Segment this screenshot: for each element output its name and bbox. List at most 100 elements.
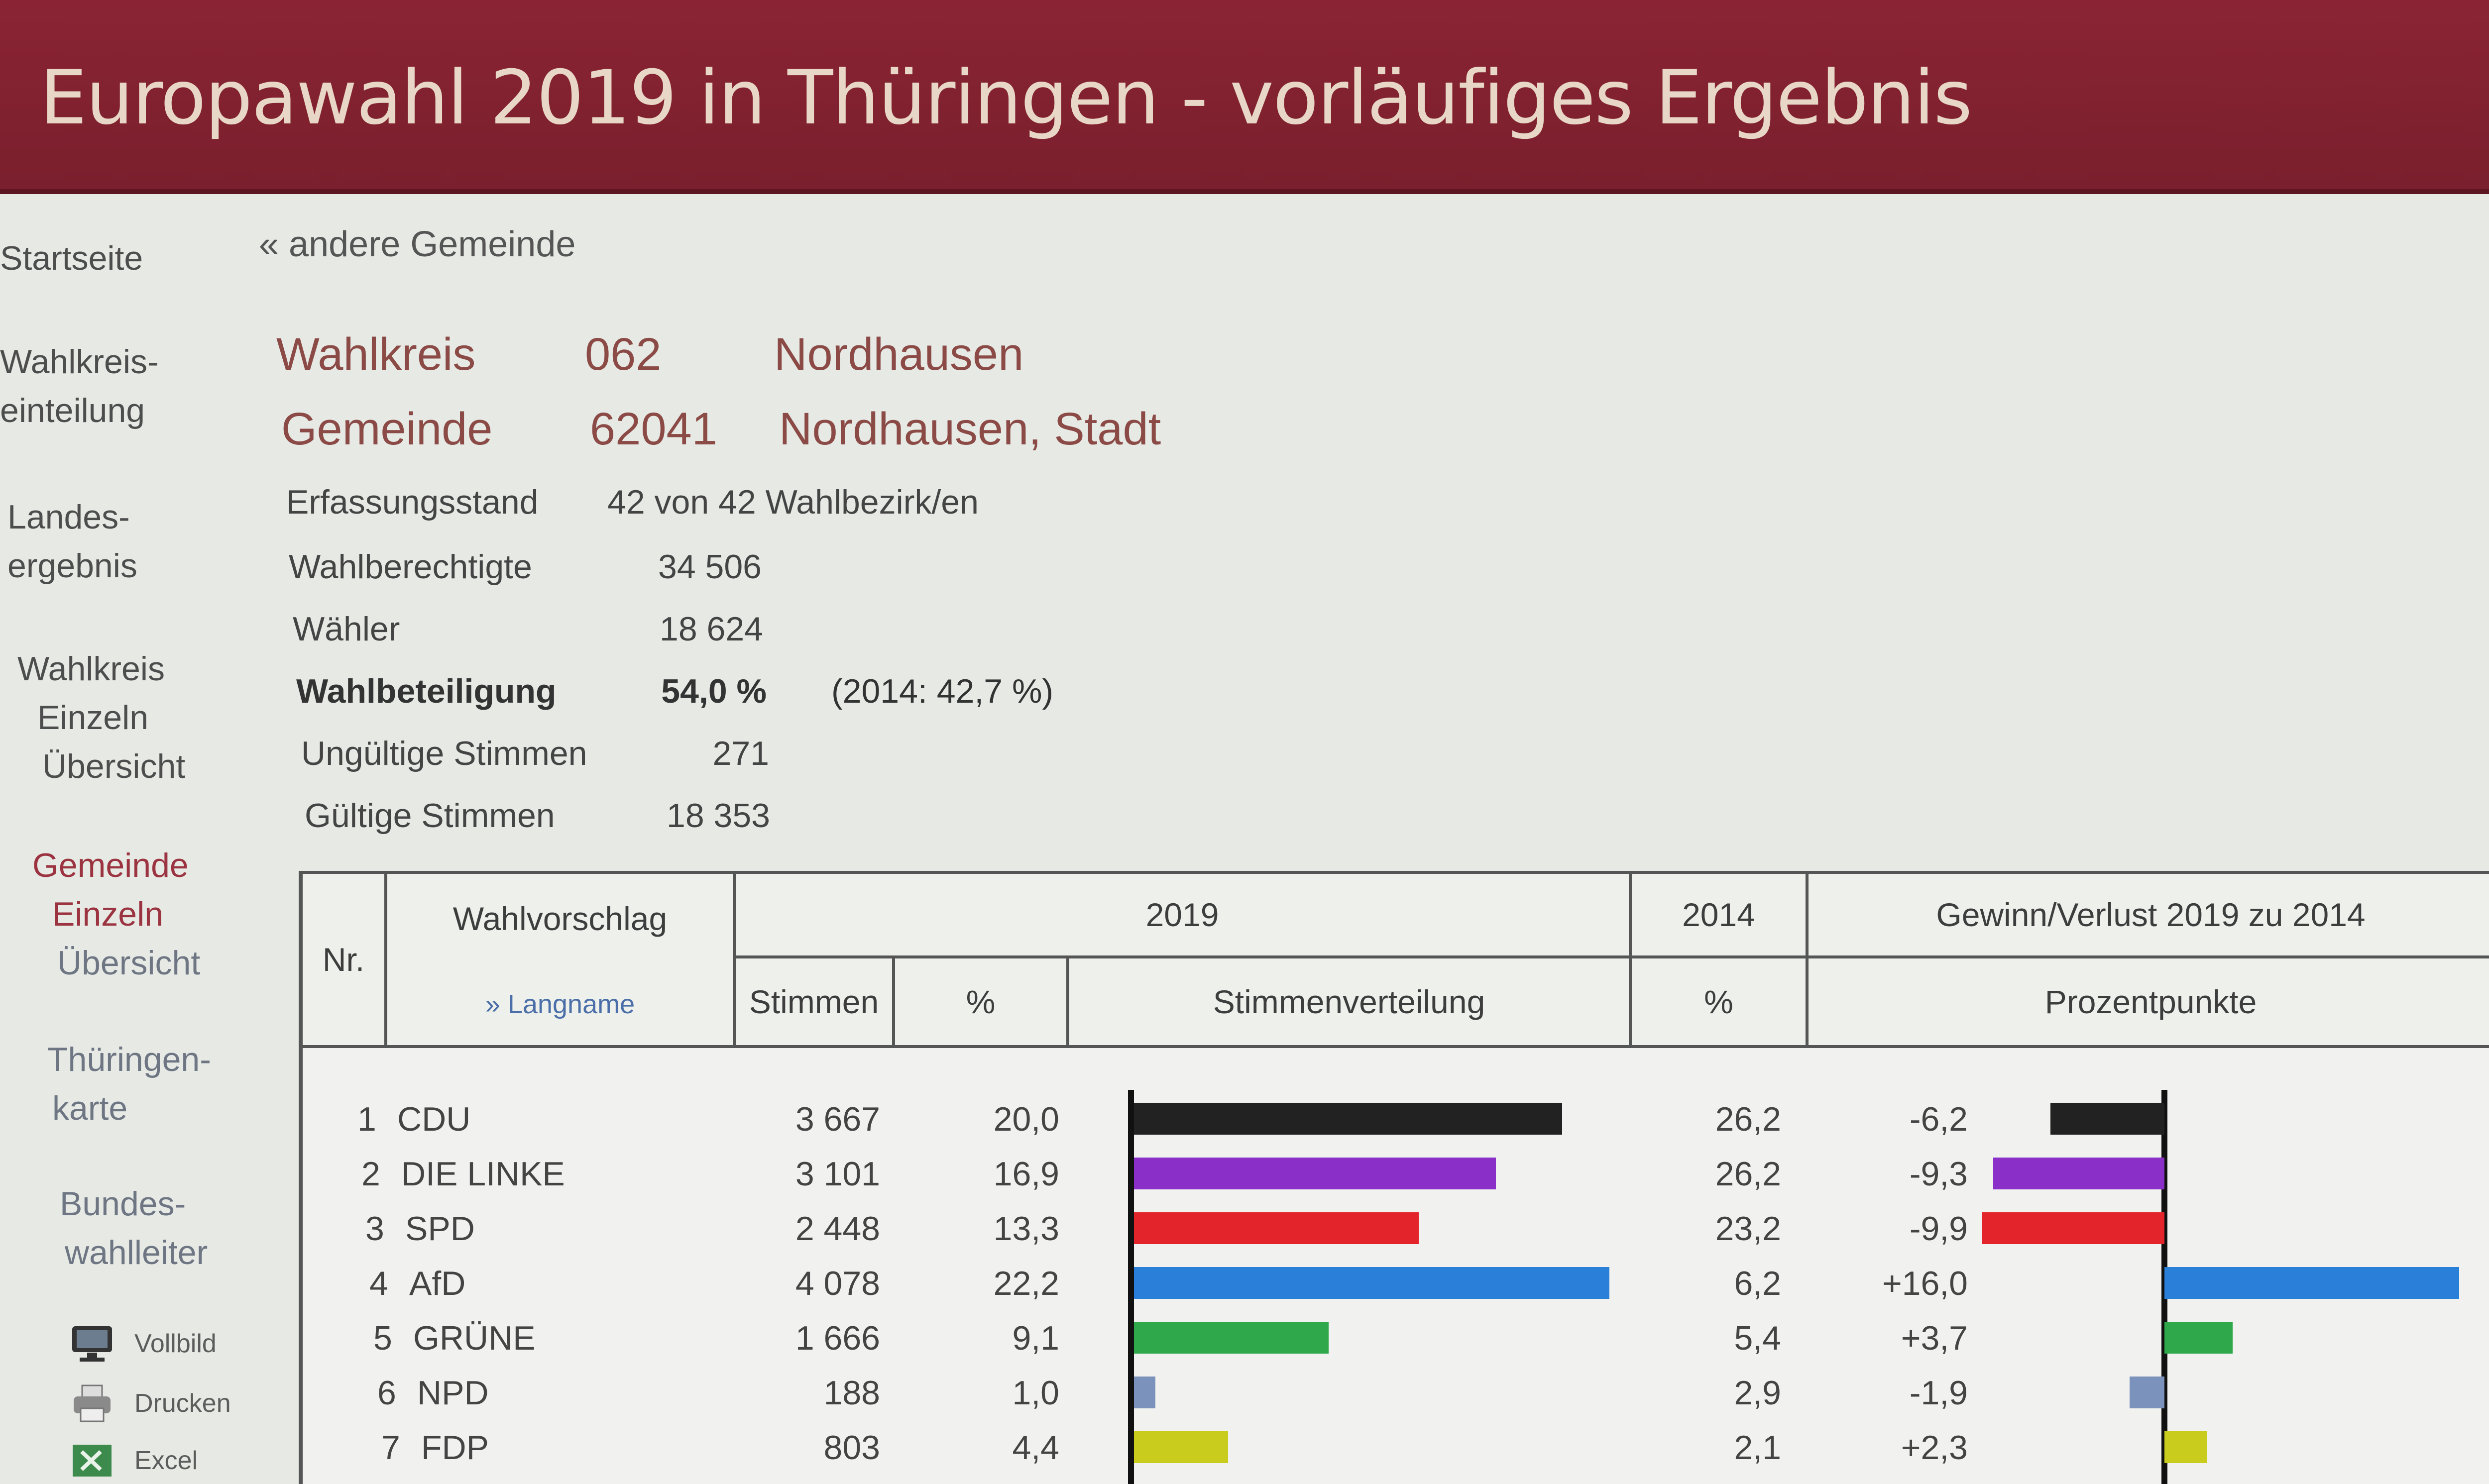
stat-value: 18 353: [667, 797, 770, 835]
drucken-button[interactable]: Drucken: [70, 1383, 231, 1423]
row-party: SPD: [405, 1210, 475, 1248]
row-stimmen: 188: [823, 1374, 880, 1412]
langname-link[interactable]: » Langname: [485, 989, 635, 1019]
row-nr: 5: [373, 1319, 392, 1357]
stat-gueltig: Gültige Stimmen 18 353: [305, 796, 770, 835]
sidebar-item-label: karte: [52, 1089, 128, 1127]
page-title: Europawahl 2019 in Thüringen - vorläufig…: [40, 55, 1972, 141]
stat-value: 271: [712, 735, 769, 772]
header-wahlvorschlag: Wahlvorschlag » Langname: [387, 874, 736, 1048]
monitor-icon: [70, 1324, 114, 1364]
results-table: Nr. Wahlvorschlag » Langname 2019 2014 G…: [299, 871, 2489, 1484]
stat-value: 18 624: [660, 610, 763, 648]
row-party: GRÜNE: [413, 1319, 536, 1357]
table-top-border: [303, 871, 2489, 874]
row-party: NPD: [417, 1374, 489, 1412]
row-stimmen: 3 101: [795, 1155, 880, 1193]
row-nr: 4: [369, 1265, 388, 1302]
stat-wahlberechtigte: Wahlberechtigte 34 506: [289, 547, 762, 586]
stat-waehler: Wähler 18 624: [293, 610, 763, 648]
stat-label: Wahlbeteiligung: [296, 672, 557, 710]
sidebar-item-label: Übersicht: [57, 944, 201, 982]
vote-bar: [1134, 1267, 1609, 1299]
header-2019: 2019: [736, 874, 1632, 958]
sidebar-item-label: Einzeln: [52, 895, 164, 933]
row-party: FDP: [421, 1429, 489, 1467]
sidebar-item-wahlkreis[interactable]: Wahlkreis Einzeln Übersicht: [17, 644, 185, 791]
page-header: Europawahl 2019 in Thüringen - vorläufig…: [0, 0, 2489, 194]
stat-value: 42 von 42 Wahlbezirk/en: [607, 483, 979, 521]
row-party: AfD: [409, 1265, 466, 1302]
row-stimmen: 2 448: [795, 1210, 880, 1248]
stat-label: Ungültige Stimmen: [301, 735, 587, 772]
drucken-label: Drucken: [134, 1389, 231, 1418]
row-pct: 16,9: [993, 1155, 1059, 1193]
header-stimmen: Stimmen: [736, 958, 895, 1048]
vollbild-label: Vollbild: [134, 1329, 217, 1358]
sidebar-item-label: Übersicht: [42, 747, 186, 785]
sidebar-item-label: Einzeln: [37, 699, 149, 737]
sidebar-item-landesergebnis[interactable]: Landes- ergebnis: [7, 493, 137, 590]
sidebar-item-label: Wahlkreis: [17, 650, 165, 688]
stat-wahlbeteiligung: Wahlbeteiligung 54,0 % (2014: 42,7 %): [296, 672, 1053, 711]
wahlkreis-label: Wahlkreis: [276, 329, 476, 380]
stat-label: Erfassungsstand: [286, 483, 539, 521]
row-pct: 4,4: [1012, 1429, 1059, 1467]
sidebar-item-label: Bundes-: [60, 1185, 186, 1223]
verteilung-axis: [1128, 1090, 1134, 1484]
printer-icon: [70, 1383, 114, 1423]
vote-bar: [1134, 1212, 1419, 1244]
stat-label: Gültige Stimmen: [305, 797, 555, 835]
diff-bar: [2130, 1377, 2164, 1408]
header-pct: %: [895, 958, 1069, 1048]
vote-bar: [1134, 1158, 1496, 1189]
stat-value: 54,0 %: [661, 672, 767, 710]
row-pct: 20,0: [993, 1100, 1059, 1138]
diff-bar: [2050, 1103, 2164, 1135]
excel-icon: [70, 1441, 114, 1481]
vote-bar: [1134, 1377, 1155, 1408]
row-pct-2014: 23,2: [1715, 1210, 1781, 1248]
wahlkreis-name: Nordhausen: [774, 329, 1024, 380]
vote-bar: [1134, 1322, 1329, 1354]
diff-bar: [1982, 1212, 2164, 1244]
row-stimmen: 4 078: [795, 1265, 880, 1302]
sidebar-item-bundeswahlleiter[interactable]: Bundes- wahlleiter: [60, 1179, 208, 1277]
header-nr: Nr.: [303, 874, 387, 1048]
row-diff: -1,9: [1909, 1374, 1968, 1412]
row-stimmen: 803: [823, 1429, 880, 1467]
row-nr: 3: [365, 1210, 384, 1248]
excel-button[interactable]: Excel: [70, 1441, 198, 1481]
row-pct-2014: 26,2: [1715, 1155, 1781, 1193]
header-wahlvorschlag-label: Wahlvorschlag: [453, 900, 668, 937]
diff-bar: [2164, 1267, 2459, 1299]
sidebar-item-label: Thüringen-: [47, 1041, 211, 1078]
stat-label: Wähler: [293, 610, 400, 648]
row-diff: -6,2: [1909, 1100, 1968, 1138]
sidebar-item-startseite[interactable]: Startseite: [0, 239, 143, 277]
row-party: DIE LINKE: [401, 1155, 565, 1193]
header-stimmenverteilung: Stimmenverteilung: [1069, 958, 1632, 1048]
sidebar-item-wahlkreiseinteilung[interactable]: Wahlkreis- einteilung: [0, 337, 159, 435]
row-nr: 2: [361, 1155, 380, 1193]
andere-gemeinde-link[interactable]: « andere Gemeinde: [259, 224, 576, 264]
row-nr: 7: [381, 1429, 400, 1467]
sidebar-item-thueringenkarte[interactable]: Thüringen- karte: [47, 1035, 211, 1133]
row-pct: 22,2: [993, 1265, 1059, 1302]
sidebar-item-label: wahlleiter: [65, 1234, 208, 1272]
diff-bar: [2164, 1322, 2233, 1354]
row-pct: 9,1: [1012, 1319, 1059, 1357]
gemeinde-label: Gemeinde: [281, 404, 493, 454]
header-2014: 2014: [1632, 874, 1809, 958]
row-pct-2014: 2,1: [1734, 1429, 1781, 1467]
row-pct-2014: 26,2: [1715, 1100, 1781, 1138]
row-pct-2014: 6,2: [1734, 1265, 1781, 1302]
wahlkreis-nr: 062: [585, 329, 662, 380]
row-nr: 6: [377, 1374, 396, 1412]
sidebar-item-gemeinde[interactable]: Gemeinde Einzeln Übersicht: [32, 841, 200, 987]
row-stimmen: 3 667: [795, 1100, 880, 1138]
stat-prev-value: (2014: 42,7 %): [831, 672, 1054, 710]
vollbild-button[interactable]: Vollbild: [70, 1324, 217, 1364]
row-diff: +16,0: [1882, 1265, 1968, 1302]
row-diff: -9,9: [1909, 1210, 1968, 1248]
